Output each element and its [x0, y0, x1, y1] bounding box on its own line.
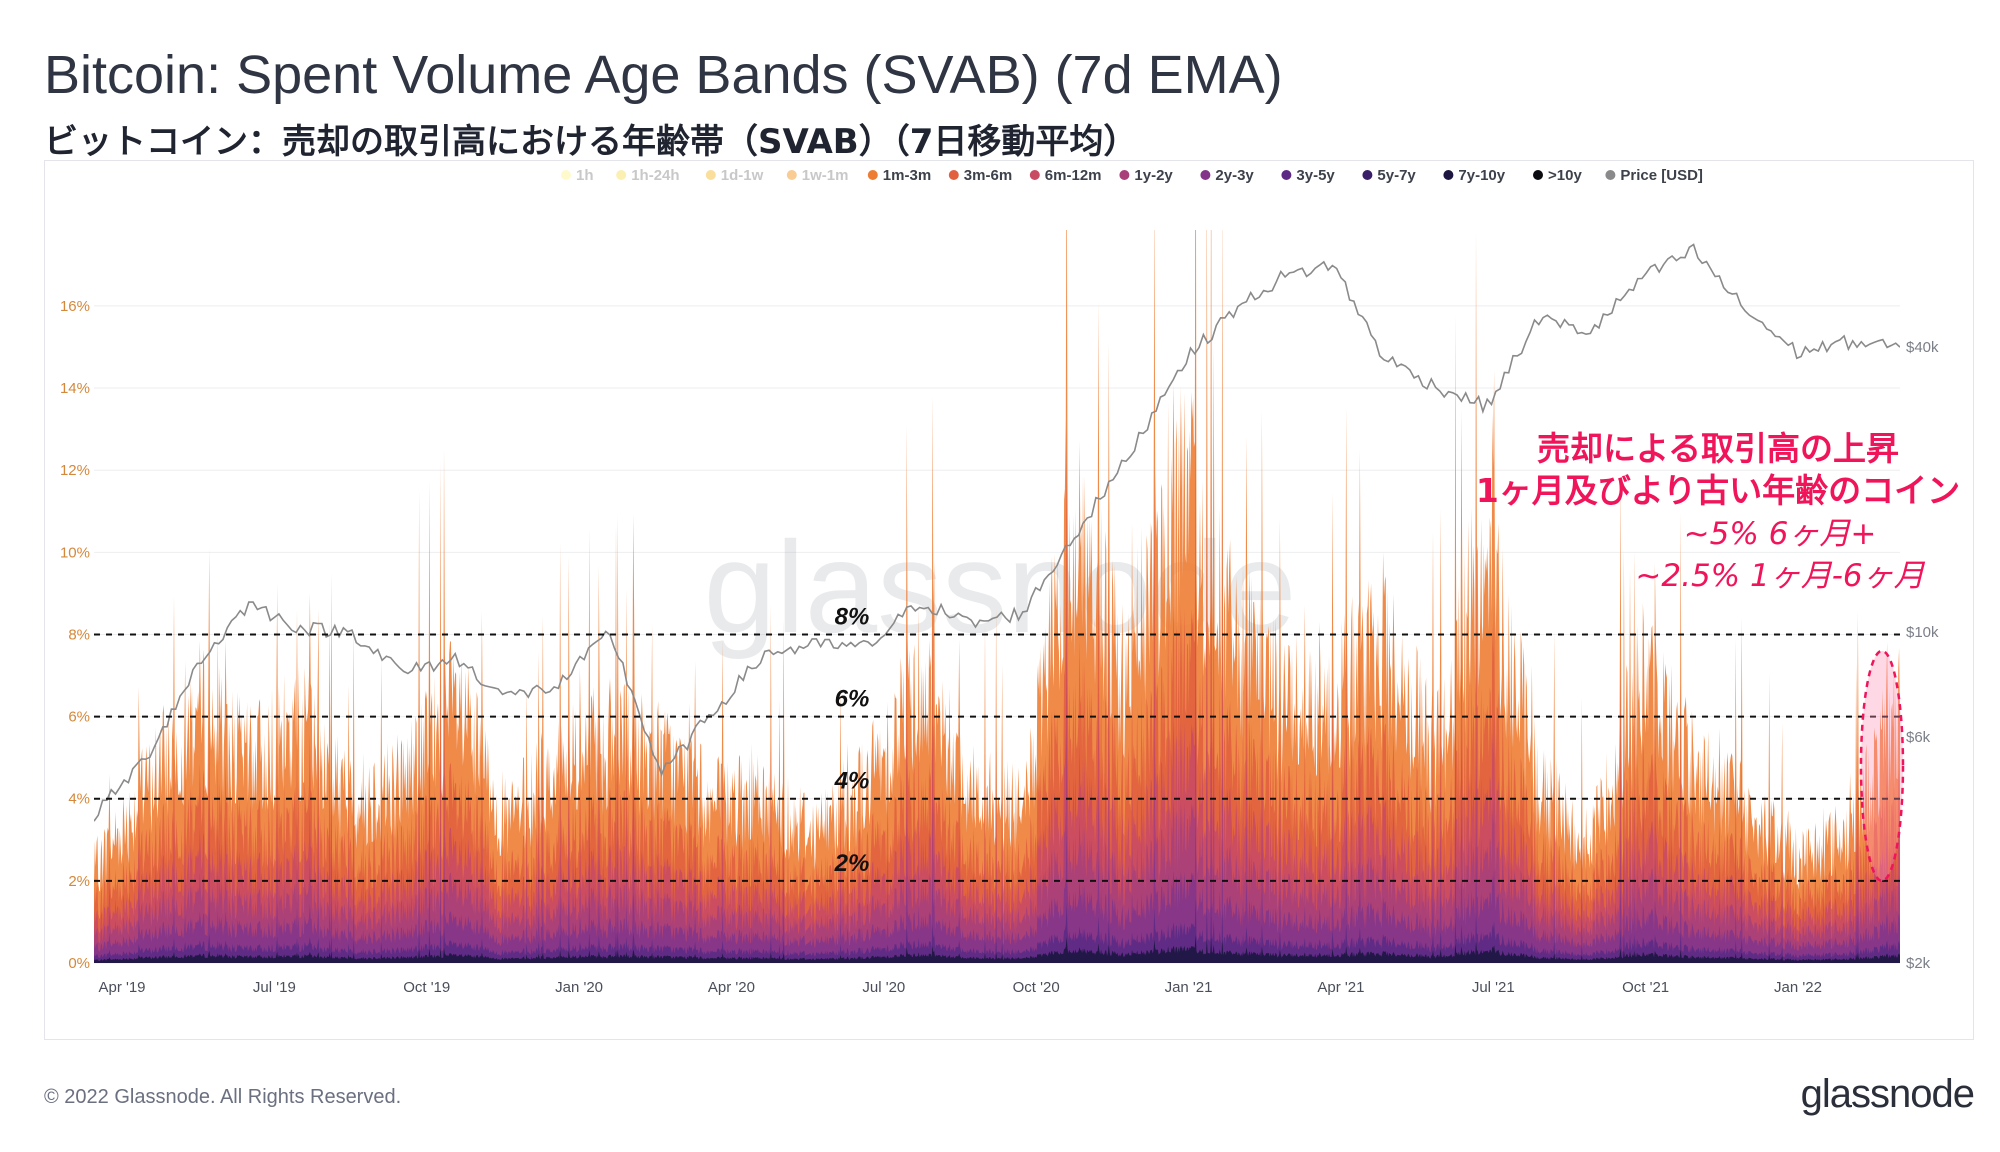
x-tick-label: Jan '21	[1165, 979, 1213, 996]
annotation-line: ~5% 6ヶ月+	[1684, 516, 1877, 552]
legend-label: 3y-5y	[1296, 167, 1335, 184]
reference-label: 4%	[834, 768, 870, 795]
legend-swatch	[867, 170, 878, 180]
legend-swatch	[1605, 170, 1616, 180]
x-tick-label: Apr '19	[98, 979, 145, 996]
legend-swatch	[948, 170, 959, 180]
annotation-line: ~2.5% 1ヶ月-6ヶ月	[1635, 558, 1925, 594]
reference-label: 6%	[835, 686, 870, 713]
legend-swatch	[1533, 170, 1543, 180]
legend-label: Price [USD]	[1620, 167, 1703, 184]
legend-label: >10y	[1548, 167, 1582, 184]
footer-copyright: © 2022 Glassnode. All Rights Reserved.	[44, 1086, 402, 1108]
price-tick-label: $10k	[1906, 624, 1939, 641]
x-tick-label: Jan '20	[555, 979, 603, 996]
legend-label: 1h	[576, 167, 594, 184]
legend-label: 1d-1w	[721, 167, 764, 184]
y-tick-label: 0%	[68, 955, 90, 972]
x-tick-label: Jul '19	[253, 979, 296, 996]
price-tick-label: $6k	[1906, 729, 1931, 746]
x-tick-label: Jan '22	[1774, 979, 1822, 996]
legend-swatch	[1281, 170, 1292, 180]
legend-swatch	[1119, 170, 1130, 180]
y-tick-label: 14%	[60, 380, 90, 397]
chart-frame	[44, 160, 1974, 1040]
y-tick-label: 4%	[68, 791, 90, 808]
legend-label: 7y-10y	[1458, 167, 1505, 184]
price-line	[94, 243, 1900, 822]
x-tick-label: Jul '20	[862, 979, 905, 996]
price-tick-label: $2k	[1906, 955, 1931, 972]
y-tick-label: 8%	[68, 626, 90, 643]
x-tick-label: Oct '19	[403, 979, 450, 996]
y-tick-label: 12%	[60, 462, 90, 479]
page-title: Bitcoin: Spent Volume Age Bands (SVAB) (…	[44, 45, 1283, 105]
legend-label: 6m-12m	[1045, 167, 1102, 184]
legend-swatch	[561, 170, 571, 180]
y-tick-label: 16%	[60, 298, 90, 315]
band-area-5y-7y	[94, 934, 1900, 963]
y-tick-label: 6%	[68, 709, 90, 726]
annotation-line: 売却による取引高の上昇	[1537, 429, 1899, 468]
legend-label: 1h-24h	[631, 167, 679, 184]
y-tick-label: 2%	[68, 873, 90, 890]
reference-label: 2%	[834, 850, 870, 877]
x-tick-label: Oct '21	[1622, 979, 1669, 996]
annotation-line: 1ヶ月及びより古い年齢のコイン	[1476, 471, 1960, 510]
band-area-1m-3m	[94, 230, 1900, 963]
legend-label: 1w-1m	[802, 167, 849, 184]
x-tick-label: Oct '20	[1013, 979, 1060, 996]
legend-swatch	[616, 170, 627, 180]
legend-swatch	[705, 170, 716, 180]
x-tick-label: Apr '20	[708, 979, 755, 996]
legend-swatch	[1200, 170, 1211, 180]
legend-label: 3m-6m	[964, 167, 1012, 184]
legend-swatch	[1029, 170, 1040, 180]
glassnode-logo: glassnode	[1800, 1072, 1975, 1116]
legend-label: 5y-7y	[1377, 167, 1416, 184]
legend-label: 1m-3m	[883, 167, 931, 184]
legend-label: 1y-2y	[1134, 167, 1173, 184]
page-subtitle: ビットコイン：売却の取引高における年齢帯（SVAB）（7日移動平均）	[44, 122, 1138, 162]
legend-swatch	[1362, 170, 1373, 180]
y-tick-label: 10%	[60, 544, 90, 561]
legend-label: 2y-3y	[1215, 167, 1254, 184]
reference-label: 8%	[835, 603, 870, 630]
x-tick-label: Apr '21	[1317, 979, 1364, 996]
watermark: glassnode	[704, 514, 1297, 660]
highlight-ellipse	[1859, 649, 1905, 883]
x-tick-label: Jul '21	[1472, 979, 1515, 996]
legend-swatch	[786, 170, 797, 180]
legend-swatch	[1443, 170, 1454, 180]
price-tick-label: $40k	[1906, 339, 1939, 356]
